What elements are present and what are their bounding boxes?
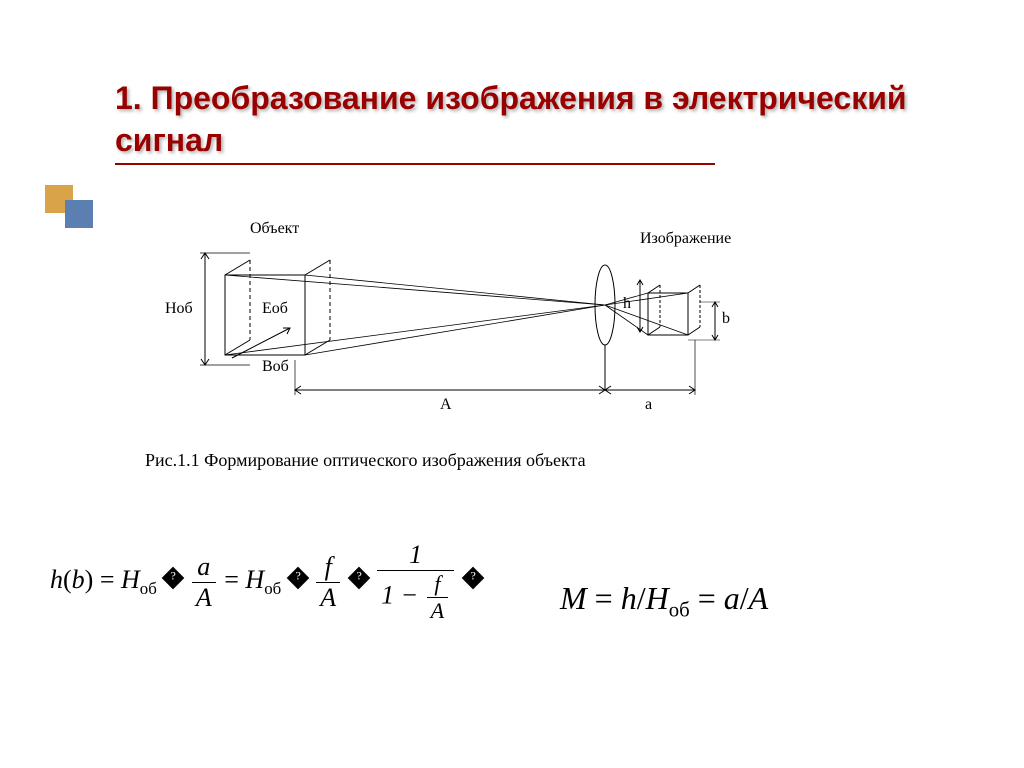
placeholder-icon (347, 567, 370, 590)
frac-num-f2: f (427, 571, 449, 598)
slide-title: 1. Преобразование изображения в электрич… (115, 78, 915, 161)
sym-H1: H (121, 565, 140, 594)
frac-complex: 1 1 − f A (377, 540, 454, 624)
sym-eq3: = (587, 580, 621, 616)
frac-f-A: f A (316, 552, 340, 613)
frac-num-f: f (316, 552, 340, 583)
label-E-ob: Eоб (262, 300, 288, 318)
sym-slash1: / (637, 580, 646, 616)
sym-H2: H (245, 565, 264, 594)
label-A: A (440, 396, 452, 414)
sym-ob1: об (140, 579, 157, 598)
frac-num-1: 1 (377, 540, 454, 571)
formula-hb: h(b) = Hоб a A = Hоб f A 1 1 − f A (50, 540, 483, 624)
frac-den-A1: A (192, 583, 216, 613)
placeholder-icon (461, 567, 484, 590)
sym-M: M (560, 580, 587, 616)
label-B-ob: Bоб (262, 358, 289, 376)
optics-diagram: Объект Изображение Hоб Eоб Bоб A a h b (140, 210, 840, 460)
label-h: h (623, 295, 631, 313)
deco-square-2 (65, 200, 93, 228)
frac-den-complex: 1 − f A (377, 571, 454, 624)
sym-b: b (72, 565, 85, 594)
sym-eq2: = (224, 565, 239, 594)
placeholder-icon (286, 567, 309, 590)
label-H-ob: Hоб (165, 300, 193, 318)
sym-one: 1 (381, 580, 394, 609)
sym-H3: H (646, 580, 669, 616)
sym-h: h (50, 565, 63, 594)
sym-eq4: = (690, 580, 724, 616)
frac-f-A-inner: f A (427, 571, 449, 624)
sym-slash2: / (740, 580, 749, 616)
title-underline (115, 163, 715, 165)
sym-eq1: = (100, 565, 115, 594)
sym-ob3: об (669, 598, 690, 621)
diagram-svg (140, 210, 840, 430)
label-a: a (645, 396, 652, 414)
formula-magnification: M = h/Hоб = a/A (560, 580, 768, 622)
sym-h2: h (621, 580, 637, 616)
figure-caption: Рис.1.1 Формирование оптического изображ… (145, 450, 586, 471)
label-image: Изображение (640, 230, 731, 248)
sym-A2: A (749, 580, 769, 616)
label-b: b (722, 310, 730, 328)
sym-a2: a (724, 580, 740, 616)
sym-minus: − (401, 580, 419, 609)
frac-den-A3: A (427, 598, 449, 624)
placeholder-icon (162, 567, 185, 590)
sym-ob2: об (264, 579, 281, 598)
label-object: Объект (250, 220, 299, 238)
frac-den-A2: A (316, 583, 340, 613)
frac-num-a: a (192, 552, 216, 583)
frac-a-A: a A (192, 552, 216, 613)
